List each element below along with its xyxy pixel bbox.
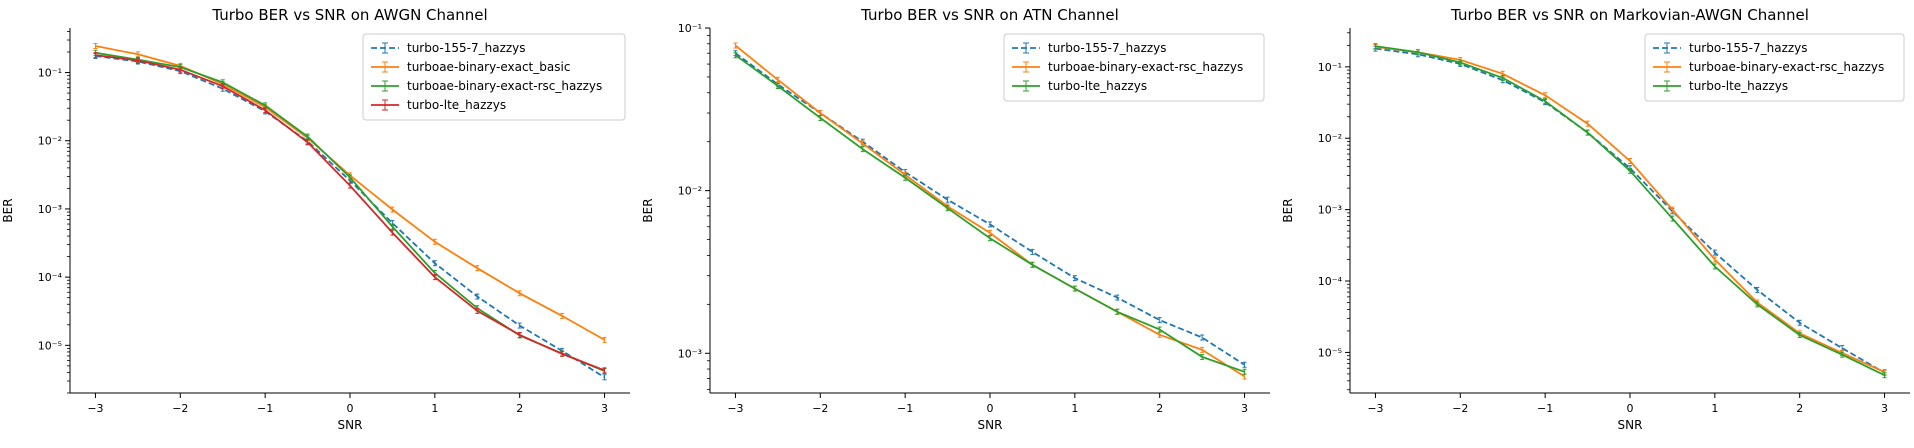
legend-label: turbo-155-7_hazzys bbox=[407, 41, 526, 55]
y-tick-label: 10⁻¹ bbox=[678, 22, 702, 35]
legend-label: turbo-155-7_hazzys bbox=[1048, 41, 1167, 55]
y-tick-label: 10⁻¹ bbox=[38, 67, 62, 80]
y-tick-label: 10⁻⁵ bbox=[38, 339, 62, 352]
x-tick-label: 2 bbox=[516, 402, 523, 415]
legend: turbo-155-7_hazzys turboae-binary-exact-r… bbox=[1003, 33, 1265, 102]
series-line bbox=[734, 54, 1245, 373]
x-tick-label: 3 bbox=[601, 402, 608, 415]
x-tick-label: 1 bbox=[1071, 402, 1078, 415]
y-tick-label: 10⁻⁴ bbox=[1318, 275, 1343, 288]
x-tick-label: 3 bbox=[1881, 402, 1888, 415]
chart-title: Turbo BER vs SNR on Markovian-AWGN Chann… bbox=[1450, 6, 1809, 24]
legend-label: turboae-binary-exact_basic bbox=[407, 60, 570, 74]
y-tick-label: 10⁻² bbox=[1318, 132, 1342, 145]
legend-label: turbo-lte_hazzys bbox=[407, 98, 506, 112]
x-tick-label: 1 bbox=[1711, 402, 1718, 415]
x-tick-label: 3 bbox=[1241, 402, 1248, 415]
x-tick-label: −1 bbox=[1537, 402, 1553, 415]
series-3 bbox=[733, 52, 1247, 375]
legend-label: turboae-binary-exact-rsc_hazzys bbox=[1048, 60, 1243, 74]
subplot-3: Turbo BER vs SNR on Markovian-AWGN Chann… bbox=[1281, 6, 1910, 432]
subplot-2: Turbo BER vs SNR on ATN Channel −3 −2 −1 0 1 2… bbox=[641, 6, 1270, 432]
legend-box bbox=[362, 33, 626, 121]
chart-title: Turbo BER vs SNR on AWGN Channel bbox=[211, 6, 487, 24]
x-tick-label: 1 bbox=[431, 402, 438, 415]
legend-label: turbo-155-7_hazzys bbox=[1689, 41, 1808, 55]
x-tick-label: −1 bbox=[897, 402, 913, 415]
y-axis-label: BER bbox=[1281, 198, 1295, 222]
y-axis-label: BER bbox=[1, 198, 15, 222]
legend-label: turboae-binary-exact-rsc_hazzys bbox=[1689, 60, 1884, 74]
y-tick-label: 10⁻⁴ bbox=[38, 271, 63, 284]
x-tick-label: 2 bbox=[1156, 402, 1163, 415]
x-tick-label: −3 bbox=[1367, 402, 1383, 415]
x-axis-label: SNR bbox=[978, 418, 1003, 432]
y-tick-label: 10⁻¹ bbox=[1318, 61, 1342, 74]
x-tick-label: 0 bbox=[987, 402, 994, 415]
legend-label: turbo-lte_hazzys bbox=[1689, 79, 1788, 93]
y-tick-label: 10⁻³ bbox=[1318, 204, 1342, 217]
legend-label: turboae-binary-exact-rsc_hazzys bbox=[407, 79, 602, 93]
y-tick-label: 10⁻² bbox=[38, 135, 62, 148]
x-axis-label: SNR bbox=[338, 418, 363, 432]
x-tick-label: −2 bbox=[812, 402, 828, 415]
x-tick-label: −3 bbox=[727, 402, 743, 415]
subplot-1: Turbo BER vs SNR on AWGN Channel −3 −2 −1 0 1… bbox=[1, 6, 630, 432]
legend: turbo-155-7_hazzys turboae-binary-exact-r… bbox=[1644, 33, 1905, 102]
x-tick-label: −2 bbox=[1452, 402, 1468, 415]
legend-box bbox=[1644, 33, 1905, 102]
series-4 bbox=[93, 52, 607, 374]
y-tick-label: 10⁻³ bbox=[678, 347, 702, 360]
x-tick-label: −2 bbox=[172, 402, 188, 415]
chart-title: Turbo BER vs SNR on ATN Channel bbox=[860, 6, 1119, 24]
legend: turbo-155-7_hazzys turboae-binary-exact_b… bbox=[362, 33, 626, 121]
x-tick-label: 0 bbox=[1627, 402, 1634, 415]
y-tick-label: 10⁻³ bbox=[38, 203, 62, 216]
series-3 bbox=[1373, 43, 1887, 379]
legend-box bbox=[1003, 33, 1265, 102]
y-tick-label: 10⁻² bbox=[678, 185, 702, 198]
x-tick-label: −1 bbox=[257, 402, 273, 415]
legend-label: turbo-lte_hazzys bbox=[1048, 79, 1147, 93]
x-tick-label: 0 bbox=[347, 402, 354, 415]
y-axis-label: BER bbox=[641, 198, 655, 222]
y-tick-label: 10⁻⁵ bbox=[1318, 346, 1342, 359]
x-tick-label: 2 bbox=[1796, 402, 1803, 415]
x-axis-label: SNR bbox=[1618, 418, 1643, 432]
x-tick-label: −3 bbox=[87, 402, 103, 415]
